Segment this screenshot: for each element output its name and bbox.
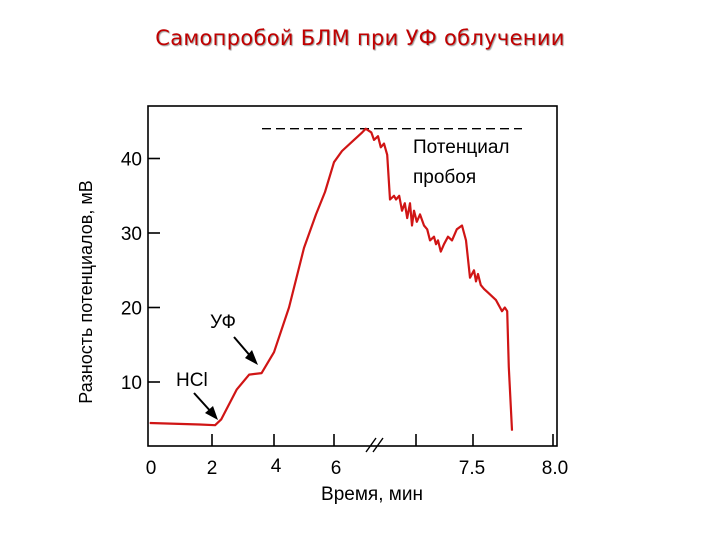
trace-point	[386, 154, 388, 156]
trace-point	[440, 251, 442, 253]
trace-point	[477, 273, 479, 275]
x-tick-label: 7.5	[459, 458, 485, 479]
trace-point	[480, 284, 482, 286]
trace-point	[429, 239, 431, 241]
trace-point	[419, 213, 421, 215]
trace-point	[236, 388, 238, 390]
trace-point	[461, 224, 463, 227]
trace-point	[499, 306, 501, 309]
trace-point	[303, 247, 305, 249]
breakdown-label-line-2: пробоя	[413, 167, 476, 188]
trace-point	[199, 423, 201, 426]
plot-frame	[147, 105, 558, 447]
trace-point	[398, 195, 400, 197]
trace-point	[395, 198, 397, 201]
uv-arrow	[233, 336, 258, 365]
uv-annotation-label: УФ	[210, 312, 236, 333]
trace-point	[220, 418, 222, 420]
trace-point	[248, 374, 250, 376]
trace-point	[380, 146, 382, 148]
y-axis-label: Разность потенциалов, мВ	[76, 180, 96, 403]
x-tick-label: 0	[146, 458, 157, 479]
trace-point	[433, 236, 435, 238]
trace-point	[411, 224, 413, 227]
trace-point	[508, 366, 510, 368]
trace-point	[288, 306, 290, 309]
trace-point	[324, 191, 326, 193]
trace-point	[491, 295, 493, 297]
trace-point	[469, 277, 471, 279]
x-tick-label: 2	[207, 458, 218, 479]
trace-point	[401, 210, 403, 212]
trace-point	[149, 422, 151, 424]
trace-point	[365, 128, 367, 130]
trace-point	[389, 198, 391, 201]
trace-point	[483, 288, 485, 290]
trace-point	[447, 236, 449, 238]
trace-point	[373, 139, 375, 141]
trace-point	[426, 228, 428, 230]
trace-point	[495, 299, 497, 301]
hcl-arrow	[193, 392, 218, 420]
trace-point	[341, 150, 343, 152]
trace-point	[423, 224, 425, 227]
y-tick-label: 40	[121, 150, 142, 171]
trace-point	[443, 243, 445, 245]
trace-point	[370, 131, 372, 133]
trace-point	[497, 303, 499, 305]
trace-point	[487, 292, 489, 294]
trace-point	[435, 243, 437, 245]
trace-point	[333, 161, 335, 163]
trace-point	[377, 135, 379, 137]
breakdown-annotation: Потенциал пробоя	[413, 137, 510, 188]
trace-point	[475, 280, 477, 282]
axis-break-mark	[365, 437, 384, 453]
trace-point	[273, 351, 275, 353]
trace-point	[214, 424, 216, 426]
trace-point	[451, 239, 453, 241]
trace-point	[315, 213, 317, 215]
x-tick-label: 8.0	[542, 458, 568, 479]
x-tick-label: 6	[331, 458, 342, 479]
trace-point	[437, 239, 439, 241]
trace-point	[465, 239, 467, 241]
breakdown-label-line-1: Потенциал	[413, 137, 510, 158]
trace-point	[473, 269, 475, 271]
trace-point	[456, 228, 458, 230]
x-tick-label: 4	[271, 456, 282, 477]
potential-trace-line	[149, 127, 514, 431]
y-tick-label: 20	[121, 299, 142, 320]
trace-point	[504, 306, 506, 309]
trace-point	[409, 202, 411, 204]
y-tick-label: 10	[121, 373, 142, 394]
trace-point	[261, 372, 263, 374]
trace-point	[393, 195, 395, 197]
y-tick-label: 30	[121, 224, 142, 245]
trace-point	[416, 221, 418, 223]
trace-point	[353, 139, 355, 141]
trace-point	[406, 217, 408, 219]
trace-point	[501, 310, 503, 312]
trace-point	[506, 310, 508, 312]
trace-point	[413, 210, 415, 212]
trace-point	[404, 202, 406, 204]
chart-title: Самопробой БЛМ при УФ облучении	[155, 26, 565, 50]
trace-point	[383, 143, 385, 145]
trace-point	[361, 131, 363, 133]
hcl-annotation-label: HCl	[176, 370, 208, 391]
x-axis-label: Время, мин	[321, 484, 423, 505]
trace-point	[511, 429, 513, 431]
